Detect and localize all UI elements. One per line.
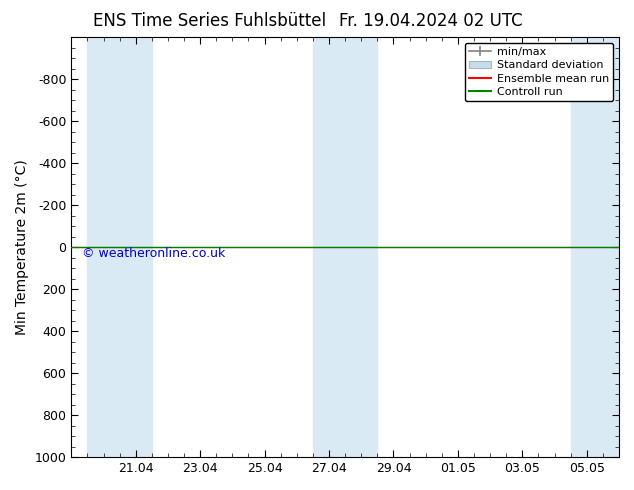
Legend: min/max, Standard deviation, Ensemble mean run, Controll run: min/max, Standard deviation, Ensemble me…: [465, 43, 614, 101]
Text: Fr. 19.04.2024 02 UTC: Fr. 19.04.2024 02 UTC: [339, 12, 523, 30]
Text: ENS Time Series Fuhlsbüttel: ENS Time Series Fuhlsbüttel: [93, 12, 326, 30]
Y-axis label: Min Temperature 2m (°C): Min Temperature 2m (°C): [15, 159, 29, 335]
Bar: [571, 37, 619, 457]
Text: © weatheronline.co.uk: © weatheronline.co.uk: [82, 247, 226, 260]
Bar: [87, 37, 152, 457]
Bar: [313, 37, 377, 457]
